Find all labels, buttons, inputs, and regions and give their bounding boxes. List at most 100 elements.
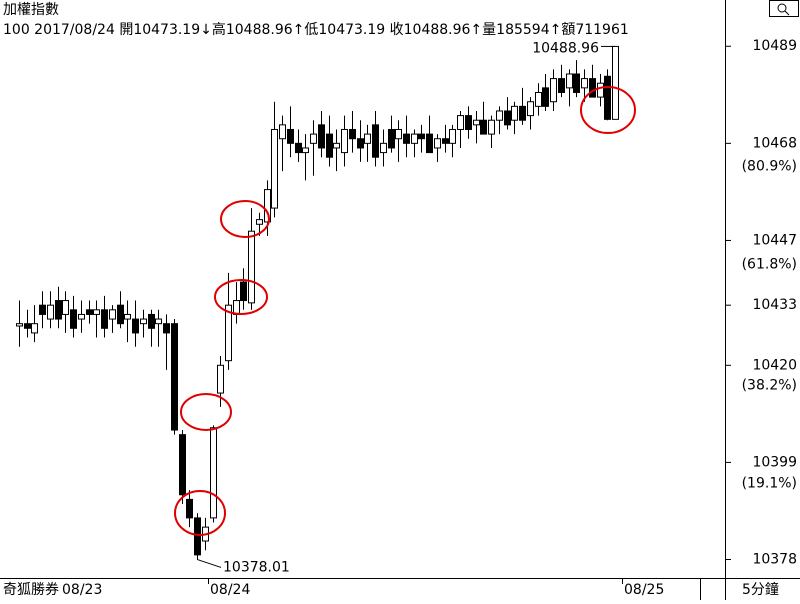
highlight-circle bbox=[214, 279, 268, 315]
candle-body bbox=[31, 323, 38, 334]
candles bbox=[16, 45, 619, 560]
highlight-circle bbox=[580, 86, 636, 134]
candle-body bbox=[573, 73, 580, 93]
candle-body bbox=[395, 128, 402, 140]
candle-body bbox=[225, 304, 232, 362]
candle-body bbox=[326, 133, 333, 158]
candle-body bbox=[364, 133, 371, 144]
candle-body bbox=[418, 133, 425, 140]
candle-body bbox=[16, 323, 23, 327]
y-tick-label: 10468 bbox=[752, 135, 797, 151]
candle-body bbox=[403, 133, 410, 144]
candle-body bbox=[62, 300, 69, 315]
candle-body bbox=[434, 138, 441, 149]
y-tick-label: 10420 bbox=[752, 357, 797, 373]
candle-body bbox=[155, 318, 162, 325]
candle-body bbox=[357, 138, 364, 149]
candle-body bbox=[124, 313, 131, 320]
candle-body bbox=[78, 313, 85, 320]
candle-body bbox=[558, 78, 565, 93]
chart-title: 加權指數 bbox=[3, 2, 59, 18]
candle-body bbox=[465, 115, 472, 130]
candle-body bbox=[341, 128, 348, 154]
corner-icon bbox=[777, 3, 787, 13]
candle-body bbox=[70, 309, 77, 329]
candle-body bbox=[442, 138, 449, 144]
candle-body bbox=[240, 281, 247, 302]
corner-button[interactable] bbox=[769, 0, 799, 17]
candle-body bbox=[264, 189, 271, 223]
candle-body bbox=[480, 119, 487, 135]
candle-body bbox=[93, 309, 100, 315]
y-tick-label: 10489 bbox=[752, 38, 797, 54]
candle-body bbox=[310, 133, 317, 144]
candle-body bbox=[271, 128, 278, 209]
candle-body bbox=[256, 219, 263, 225]
retracement-label: (61.8%) bbox=[742, 256, 797, 272]
x-label: 08/23 bbox=[62, 582, 102, 598]
candle-body bbox=[566, 73, 573, 89]
corner-icon bbox=[784, 10, 790, 16]
interval: 5分鐘 bbox=[742, 581, 779, 598]
y-tick-label: 10378 bbox=[752, 552, 797, 568]
candle-body bbox=[233, 300, 240, 315]
candle-body bbox=[511, 105, 518, 121]
candle-body bbox=[380, 142, 387, 154]
candle-body bbox=[388, 128, 395, 149]
candle-body bbox=[287, 128, 294, 144]
candle-body bbox=[542, 87, 549, 107]
candle-body bbox=[597, 82, 604, 98]
candle-body bbox=[140, 318, 147, 325]
candle-body bbox=[55, 300, 62, 320]
candle-body bbox=[589, 78, 596, 98]
brand: 奇狐勝券 bbox=[3, 581, 59, 598]
candle-body bbox=[302, 147, 309, 154]
candle-body bbox=[535, 91, 542, 107]
candle-body bbox=[426, 133, 433, 154]
candle-body bbox=[217, 364, 224, 394]
candle-body bbox=[47, 304, 54, 320]
candle-body bbox=[279, 124, 286, 140]
candle-body bbox=[39, 304, 46, 315]
y-tick-label: 10447 bbox=[752, 232, 797, 248]
candle-body bbox=[372, 124, 379, 158]
candle-body bbox=[163, 323, 170, 334]
high-label: 10488.96 bbox=[532, 40, 599, 56]
candle-body bbox=[581, 78, 588, 89]
annotations bbox=[174, 86, 636, 536]
x-label: 08/25 bbox=[624, 582, 664, 598]
candle-body bbox=[248, 230, 255, 304]
candle-body bbox=[148, 313, 155, 329]
candle-body bbox=[24, 323, 31, 329]
highlight-circle bbox=[180, 393, 232, 431]
candle-body bbox=[612, 45, 619, 120]
candle-body bbox=[318, 124, 325, 149]
candle-body bbox=[457, 115, 464, 130]
low-label: 10378.01 bbox=[223, 559, 290, 575]
candle-body bbox=[101, 309, 108, 329]
candle-body bbox=[194, 517, 201, 556]
candle-body bbox=[449, 128, 456, 144]
candle-body bbox=[411, 133, 418, 144]
candle-body bbox=[496, 110, 503, 121]
highlight-circle bbox=[174, 490, 226, 536]
candle-body bbox=[109, 309, 116, 320]
candle-body bbox=[295, 142, 302, 154]
candle-body bbox=[179, 434, 186, 496]
y-tick-label: 10399 bbox=[752, 454, 797, 470]
y-tick-label: 10433 bbox=[752, 297, 797, 313]
candle-body bbox=[604, 75, 611, 120]
candle-body bbox=[349, 128, 356, 140]
candle-body bbox=[473, 119, 480, 126]
candle-body bbox=[86, 309, 93, 315]
leader-line bbox=[196, 558, 222, 568]
quote-line: 100 2017/08/24 開10473.19↓高10488.96↑低1047… bbox=[3, 21, 629, 38]
retracement-label: (80.9%) bbox=[742, 158, 797, 174]
candle-body bbox=[210, 427, 217, 519]
candle-body bbox=[333, 142, 340, 149]
retracement-label: (38.2%) bbox=[742, 377, 797, 393]
candle-body bbox=[132, 318, 139, 334]
retracement-label: (19.1%) bbox=[742, 475, 797, 491]
